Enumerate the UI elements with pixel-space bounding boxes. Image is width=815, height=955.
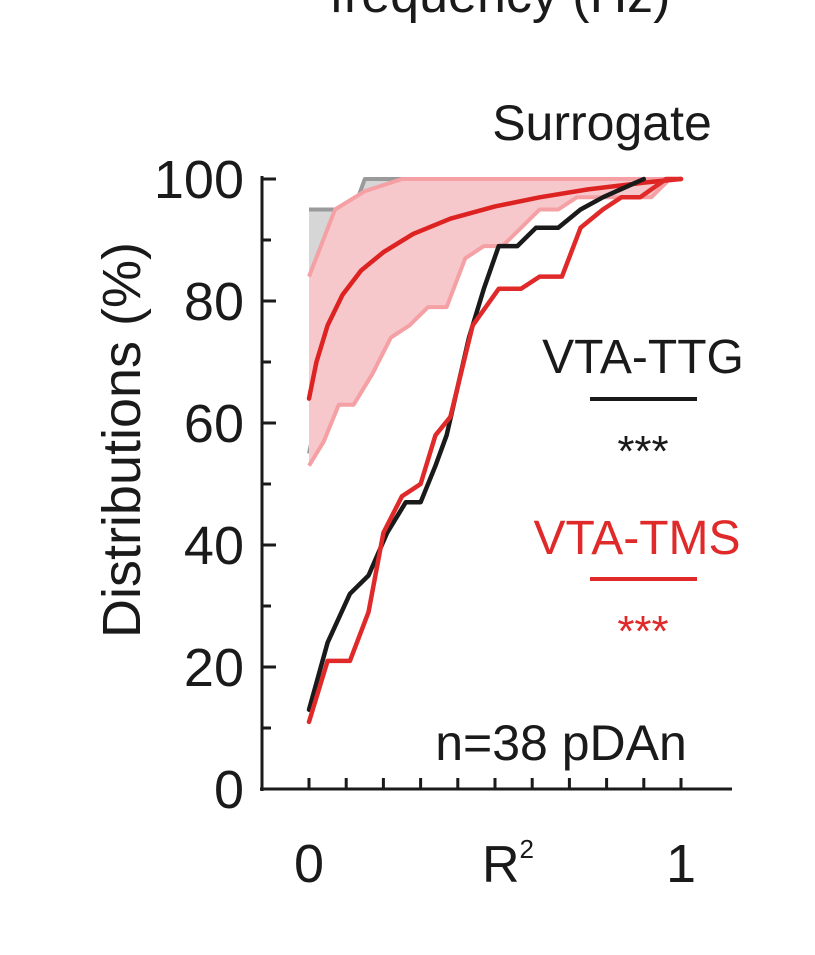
series-line-vta-tms (306, 176, 684, 725)
y-tick-label-0: 0 (214, 760, 244, 820)
legend-label-vta-tms: VTA-TMS (533, 512, 740, 565)
y-tick-label-20: 20 (184, 638, 244, 698)
y-axis-label: Distributions (%) (92, 242, 152, 638)
y-ticks: 0 20 40 60 80 100 (154, 150, 276, 820)
cropped-title: frequency (Hz) (330, 0, 671, 24)
legend-label-vta-ttg: VTA-TTG (542, 331, 744, 384)
significance-vta-tms: *** (617, 607, 668, 656)
y-tick-label-40: 40 (184, 516, 244, 576)
x-tick-label-0: 0 (294, 834, 324, 894)
sample-size-annotation: n=38 pDAn (435, 715, 687, 771)
panel-title: Surrogate (492, 95, 712, 151)
vta-tms-surrogate-range-fill (309, 179, 681, 466)
x-tick-label-1: 1 (666, 834, 696, 894)
x-axis-label: R2 (482, 834, 534, 894)
vta-tms-surrogate-range-upper-edge (307, 177, 681, 278)
x-axis-label-main: R (482, 836, 520, 894)
y-tick-label-100: 100 (154, 150, 244, 210)
series-line-vta-tms-surrogate-mean (306, 176, 684, 401)
significance-vta-ttg: *** (617, 427, 668, 476)
x-axis-label-superscript: 2 (520, 834, 534, 864)
surrogate-bands (307, 177, 681, 467)
y-tick-label-80: 80 (184, 272, 244, 332)
series-lines (306, 176, 684, 725)
y-tick-label-60: 60 (184, 394, 244, 454)
